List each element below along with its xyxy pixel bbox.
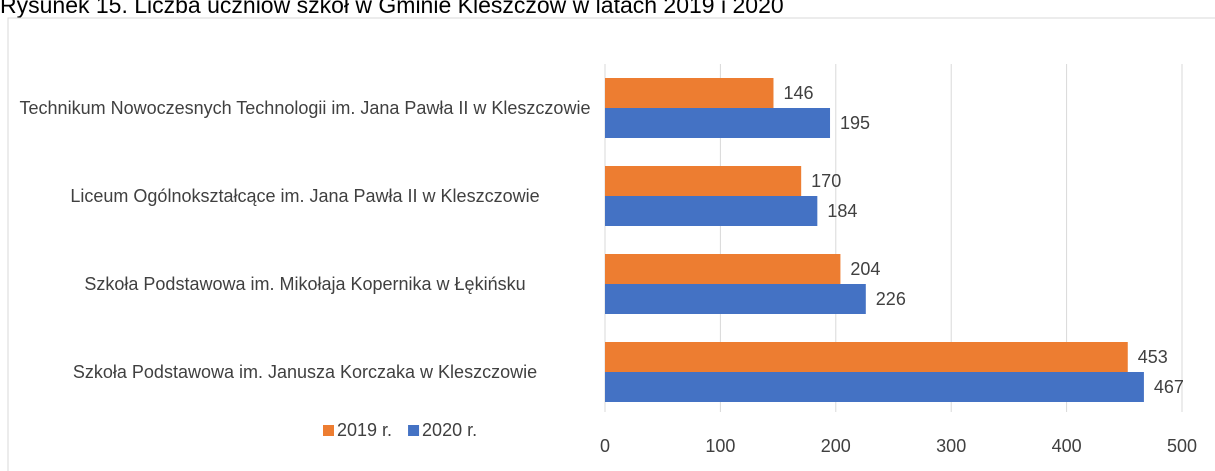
y-tick-label: Liceum Ogólnokształcące im. Jana Pawła I… [70, 186, 540, 206]
x-tick-label: 0 [600, 436, 610, 456]
legend-swatch [323, 425, 334, 436]
chart-border [7, 17, 1215, 471]
legend-label: 2019 r. [337, 420, 392, 440]
y-tick-label: Szkoła Podstawowa im. Mikołaja Kopernika… [84, 274, 526, 294]
x-tick-label: 300 [936, 436, 966, 456]
x-tick-label: 400 [1052, 436, 1082, 456]
legend-swatch [408, 425, 420, 436]
bar [605, 78, 774, 108]
bar [605, 342, 1128, 372]
bar [605, 254, 841, 284]
bar [605, 284, 866, 314]
data-label: 170 [811, 171, 841, 191]
bar [605, 166, 802, 196]
data-label: 184 [827, 201, 857, 221]
bar [605, 196, 818, 226]
data-label: 204 [850, 259, 880, 279]
y-tick-label: Szkoła Podstawowa im. Janusza Korczaka w… [72, 362, 538, 382]
x-tick-label: 200 [821, 436, 851, 456]
x-tick-label: 500 [1167, 436, 1197, 456]
y-tick-label: Technikum Nowoczesnych Technologii im. J… [19, 98, 591, 118]
data-label: 226 [876, 289, 906, 309]
x-tick-label: 100 [705, 436, 735, 456]
data-label: 195 [840, 113, 870, 133]
legend-label: 2020 r. [422, 420, 477, 440]
data-label: 467 [1154, 377, 1184, 397]
data-label: 146 [783, 83, 813, 103]
data-label: 453 [1138, 347, 1168, 367]
bar [605, 372, 1144, 402]
bar [605, 108, 831, 138]
chart-title: Rysunek 15. Liczba uczniów szkół w Gmini… [0, 0, 784, 18]
